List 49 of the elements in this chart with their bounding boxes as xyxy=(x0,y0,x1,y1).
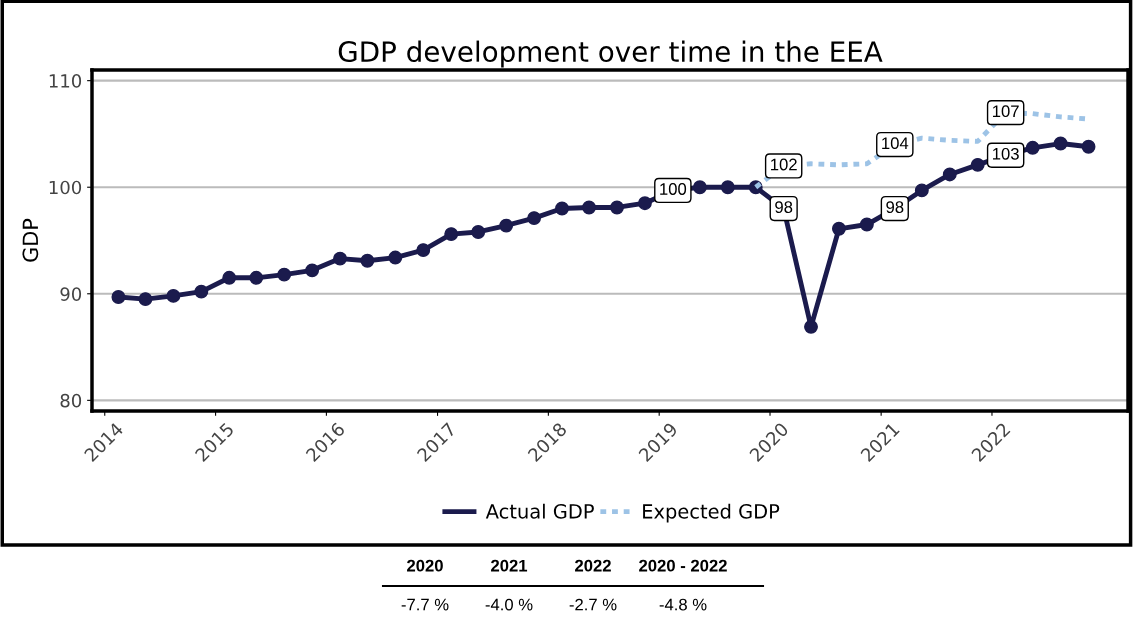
text: -4.8 % xyxy=(659,598,707,611)
data-label: 98 xyxy=(775,201,793,214)
point xyxy=(555,201,569,216)
legend-label: Expected GDP xyxy=(643,503,780,523)
point xyxy=(942,167,957,182)
point xyxy=(692,180,707,195)
point xyxy=(138,292,153,307)
point xyxy=(416,243,431,258)
point xyxy=(222,270,237,285)
point xyxy=(1025,140,1040,155)
y-tick-label: 100 xyxy=(49,180,82,195)
y-tick-label: 80 xyxy=(60,393,82,408)
point xyxy=(194,284,209,299)
point xyxy=(166,288,181,303)
point xyxy=(277,267,292,282)
text: 2020 xyxy=(407,559,443,572)
point xyxy=(914,183,929,198)
text: 2020 - 2022 xyxy=(639,559,727,572)
point xyxy=(388,250,403,265)
legend-label: Actual GDP xyxy=(485,503,594,519)
point xyxy=(305,263,320,278)
data-label: 98 xyxy=(886,201,904,214)
point xyxy=(249,270,264,285)
point xyxy=(859,217,874,232)
text: 2021 xyxy=(491,559,528,572)
point xyxy=(637,196,652,211)
point xyxy=(333,251,348,266)
point xyxy=(610,200,624,215)
text: -7.7 % xyxy=(401,598,449,611)
point xyxy=(804,319,818,334)
point xyxy=(444,227,459,242)
point xyxy=(582,200,596,215)
text: -2.7 % xyxy=(569,598,617,611)
point xyxy=(471,225,486,239)
point xyxy=(527,211,542,226)
point xyxy=(720,180,735,195)
point xyxy=(831,221,846,236)
text: -4.0 % xyxy=(485,598,533,611)
y-tick-label: 90 xyxy=(60,287,82,301)
point xyxy=(970,157,985,172)
point xyxy=(360,253,375,268)
y-axis-title: GDP xyxy=(22,218,39,262)
text: 2022 xyxy=(575,559,611,572)
chart-title: GDP development over time in the EEA xyxy=(338,40,883,68)
point xyxy=(1053,136,1068,151)
point xyxy=(499,218,514,233)
point xyxy=(111,290,126,304)
point xyxy=(1081,139,1096,154)
y-tick-label: 110 xyxy=(49,74,82,88)
